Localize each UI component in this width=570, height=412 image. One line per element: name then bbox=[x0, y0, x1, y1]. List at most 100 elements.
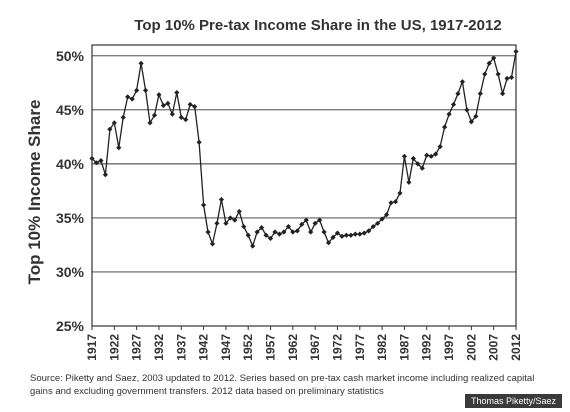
y-tick-label: 30% bbox=[56, 264, 85, 280]
data-point bbox=[317, 217, 323, 223]
data-point bbox=[334, 230, 341, 236]
data-point bbox=[388, 200, 394, 206]
x-tick-label: 1937 bbox=[174, 334, 188, 361]
data-point bbox=[120, 114, 126, 121]
data-point bbox=[165, 100, 171, 106]
data-point bbox=[241, 223, 247, 230]
data-point bbox=[254, 229, 260, 235]
data-point bbox=[348, 232, 354, 238]
data-point bbox=[415, 161, 421, 167]
data-point bbox=[232, 217, 238, 223]
data-point bbox=[450, 101, 457, 108]
data-point bbox=[187, 101, 193, 108]
y-axis-label: Top 10% Income Share bbox=[25, 100, 44, 285]
x-tick-label: 2012 bbox=[509, 334, 523, 361]
data-point bbox=[419, 165, 425, 171]
data-point bbox=[482, 71, 488, 77]
x-tick-label: 1917 bbox=[85, 334, 99, 361]
data-point bbox=[370, 223, 376, 230]
data-point bbox=[285, 223, 291, 230]
data-point bbox=[196, 139, 202, 145]
data-point bbox=[147, 120, 153, 126]
data-point bbox=[223, 220, 229, 226]
x-tick-label: 1977 bbox=[353, 334, 367, 361]
x-tick-label: 1922 bbox=[107, 334, 121, 361]
data-point bbox=[366, 228, 372, 234]
data-point bbox=[383, 212, 390, 218]
data-point bbox=[116, 145, 122, 151]
data-point bbox=[410, 155, 416, 162]
x-tick-label: 2007 bbox=[487, 334, 501, 361]
data-point bbox=[406, 179, 412, 185]
x-tick-label: 1942 bbox=[197, 334, 211, 361]
data-point bbox=[392, 199, 399, 205]
data-point bbox=[281, 229, 287, 235]
data-point bbox=[200, 202, 207, 208]
data-point bbox=[343, 232, 349, 238]
gridlines bbox=[92, 55, 516, 327]
data-point bbox=[218, 196, 225, 203]
y-tick-label: 25% bbox=[56, 318, 85, 334]
x-tick-label: 1972 bbox=[330, 334, 344, 361]
x-tick-label: 1967 bbox=[308, 334, 322, 361]
x-tick-label: 1987 bbox=[397, 334, 411, 361]
data-point bbox=[142, 87, 149, 93]
data-point bbox=[428, 153, 434, 159]
data-point bbox=[209, 241, 216, 247]
data-point bbox=[299, 221, 305, 228]
data-point bbox=[98, 158, 104, 164]
data-point bbox=[455, 91, 461, 97]
data-point bbox=[325, 240, 332, 246]
data-point bbox=[308, 229, 314, 235]
data-point bbox=[486, 60, 492, 66]
data-point bbox=[397, 190, 403, 196]
data-point bbox=[491, 55, 497, 61]
chart-title: Top 10% Pre-tax Income Share in the US, … bbox=[134, 17, 501, 34]
data-point bbox=[303, 217, 309, 223]
data-point bbox=[357, 231, 363, 237]
data-point bbox=[183, 116, 189, 123]
data-point bbox=[156, 92, 162, 98]
data-point bbox=[250, 243, 256, 249]
data-point bbox=[169, 111, 175, 117]
data-point bbox=[178, 114, 184, 121]
data-point bbox=[433, 151, 439, 157]
data-point bbox=[508, 74, 515, 81]
data-point bbox=[339, 233, 345, 239]
x-axis-ticks: 1917 1922 1927 1932 1937 1942 1947 1952 1957 1962… bbox=[85, 326, 523, 361]
y-tick-label: 40% bbox=[56, 156, 85, 172]
data-point bbox=[321, 229, 327, 235]
series-top-10-share bbox=[89, 48, 519, 249]
x-tick-label: 1947 bbox=[219, 334, 233, 361]
x-tick-label: 1992 bbox=[420, 334, 434, 361]
photo-credit: Thomas Piketty/Saez bbox=[464, 394, 562, 408]
data-point bbox=[272, 229, 278, 235]
data-point bbox=[459, 79, 466, 85]
data-point bbox=[290, 229, 296, 235]
data-point bbox=[214, 220, 220, 226]
data-point bbox=[174, 89, 180, 96]
x-tick-label: 1927 bbox=[130, 334, 144, 361]
data-point bbox=[424, 152, 430, 158]
data-point bbox=[464, 107, 470, 113]
y-tick-label: 35% bbox=[56, 210, 85, 226]
data-point bbox=[227, 215, 233, 221]
x-tick-label: 2002 bbox=[464, 334, 478, 361]
data-point bbox=[276, 231, 283, 237]
x-tick-label: 1932 bbox=[152, 334, 166, 361]
series-line bbox=[91, 51, 517, 248]
data-point bbox=[102, 172, 108, 178]
data-point bbox=[134, 87, 140, 93]
data-point bbox=[93, 160, 100, 166]
data-point bbox=[446, 111, 452, 117]
data-point bbox=[267, 235, 274, 242]
data-point bbox=[477, 91, 483, 97]
data-point bbox=[151, 112, 158, 118]
data-point bbox=[401, 153, 408, 159]
data-point bbox=[312, 220, 318, 226]
y-tick-label: 45% bbox=[56, 102, 85, 118]
data-point bbox=[473, 113, 479, 119]
data-point bbox=[263, 232, 269, 238]
data-point bbox=[125, 94, 131, 100]
